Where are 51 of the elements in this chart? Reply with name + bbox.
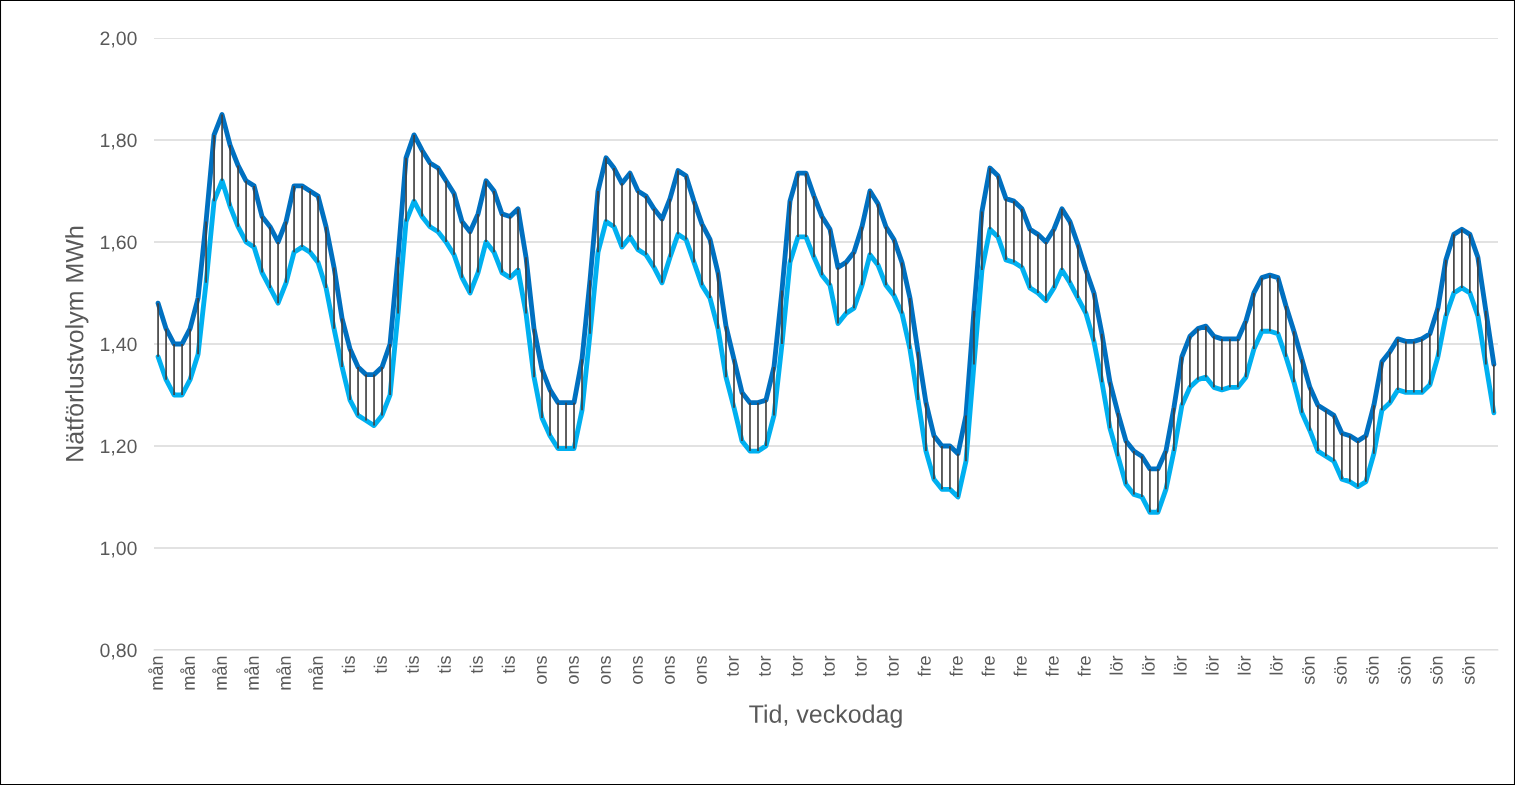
x-tick-label: tor — [822, 655, 835, 677]
y-tick-label: 1,80 — [101, 133, 137, 150]
y-tick-label: 0,80 — [100, 643, 137, 660]
x-tick-label: lör — [1173, 655, 1187, 675]
x-tick-label: tis — [437, 656, 451, 674]
x-tick-label: ons — [600, 656, 611, 684]
x-tick-label: fre — [1077, 656, 1091, 677]
x-tick-label: tor — [726, 655, 739, 677]
x-tick-label: ons — [696, 656, 707, 684]
x-tick-label: fre — [917, 656, 931, 677]
x-tick-label: ons — [664, 656, 675, 684]
y-tick-label: 1,20 — [101, 439, 137, 456]
x-tick-label: sön — [1366, 656, 1379, 685]
x-tick-label: tis — [341, 656, 355, 674]
x-tick-label: sön — [1462, 656, 1475, 685]
x-tick-label: tis — [405, 656, 419, 674]
x-tick-label: sön — [1302, 656, 1315, 685]
x-tick-label: ons — [632, 656, 643, 684]
x-tick-label: fre — [949, 656, 963, 677]
x-tick-label: lör — [1141, 655, 1155, 675]
x-tick-label: tis — [469, 656, 483, 674]
x-tick-label: sön — [1334, 656, 1347, 685]
y-tick-label: 1,00 — [101, 541, 137, 558]
x-tick-label: lör — [1269, 655, 1283, 675]
x-tick-label: tor — [854, 655, 867, 677]
x-tick-label: mån — [244, 656, 259, 690]
y-tick-label: 1,60 — [101, 235, 137, 252]
x-tick-label: mån — [308, 656, 323, 690]
x-tick-label: tor — [758, 655, 771, 677]
x-tick-label: ons — [536, 656, 547, 684]
x-tick-label: tor — [886, 655, 899, 677]
x-tick-label: fre — [981, 656, 995, 677]
x-tick-label: mån — [180, 656, 195, 690]
x-tick-label: mån — [148, 656, 163, 690]
x-axis-title: Tid, veckodag — [749, 704, 902, 728]
x-tick-label: sön — [1430, 656, 1443, 685]
x-tick-label: fre — [1045, 656, 1059, 677]
x-tick-label: mån — [212, 656, 227, 690]
x-tick-label: fre — [1013, 656, 1027, 677]
x-tick-label: lör — [1109, 655, 1123, 675]
x-tick-label: tis — [373, 656, 387, 674]
y-tick-label: 2,00 — [100, 31, 137, 48]
x-tick-label: mån — [276, 656, 291, 690]
x-tick-label: lör — [1205, 655, 1219, 675]
x-tick-label: sön — [1398, 656, 1411, 685]
x-tick-label: lör — [1237, 655, 1251, 675]
y-tick-label: 1,40 — [101, 337, 137, 354]
y-axis-title: Nätförlustvolym MWh — [65, 226, 89, 461]
x-tick-label: ons — [568, 656, 579, 684]
x-tick-label: tis — [501, 656, 515, 674]
x-tick-label: tor — [790, 655, 803, 677]
